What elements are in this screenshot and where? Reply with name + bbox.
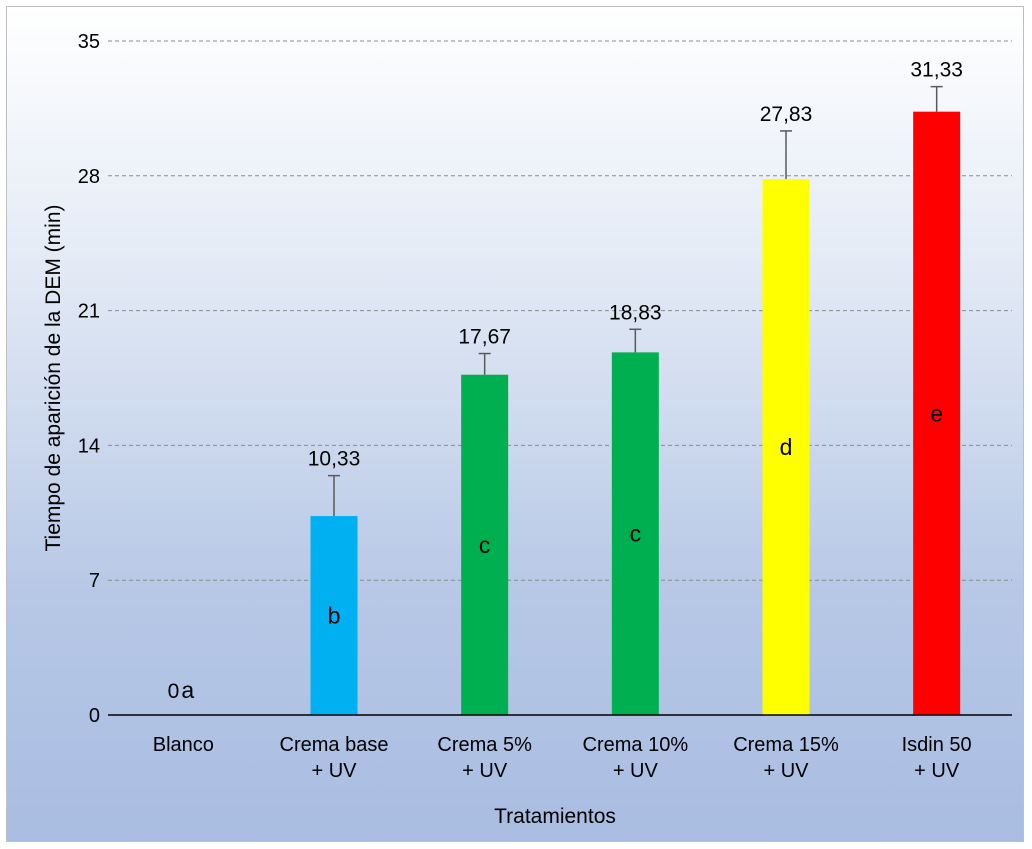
group-letter: c: [479, 532, 491, 558]
y-axis-title: Tiempo de aparición de la DEM (min): [42, 204, 65, 551]
x-tick-label: Blanco: [153, 734, 214, 756]
x-tick-label: + UV: [462, 760, 508, 782]
data-label: 31,33: [910, 59, 963, 82]
group-letter: b: [328, 603, 341, 629]
x-axis-title: Tratamientos: [494, 805, 616, 828]
x-tick-label: + UV: [311, 760, 357, 782]
x-tick-label: + UV: [613, 760, 659, 782]
y-tick-label: 35: [78, 31, 100, 53]
x-tick-label: Crema 10%: [583, 734, 689, 756]
y-tick-label: 21: [78, 301, 100, 323]
x-tick-label: Crema 5%: [437, 734, 532, 756]
group-letter: d: [780, 434, 793, 460]
x-tick-label: + UV: [763, 760, 809, 782]
x-tick-label: Isdin 50: [902, 734, 972, 756]
x-tick-label: Crema 15%: [733, 734, 839, 756]
group-letter: c: [630, 521, 642, 547]
data-label: 10,33: [308, 448, 361, 471]
x-tick-label: + UV: [914, 760, 960, 782]
data-label: 0: [168, 680, 180, 703]
group-letter: a: [181, 677, 194, 703]
y-tick-label: 14: [78, 435, 100, 457]
y-tick-label: 7: [89, 570, 100, 592]
y-tick-label: 0: [89, 705, 100, 727]
x-tick-label: Crema base: [280, 734, 389, 756]
data-label: 27,83: [760, 103, 813, 126]
y-tick-label: 28: [78, 166, 100, 188]
data-label: 18,83: [609, 301, 662, 324]
group-letter: e: [930, 400, 943, 426]
data-label: 17,67: [458, 326, 511, 349]
